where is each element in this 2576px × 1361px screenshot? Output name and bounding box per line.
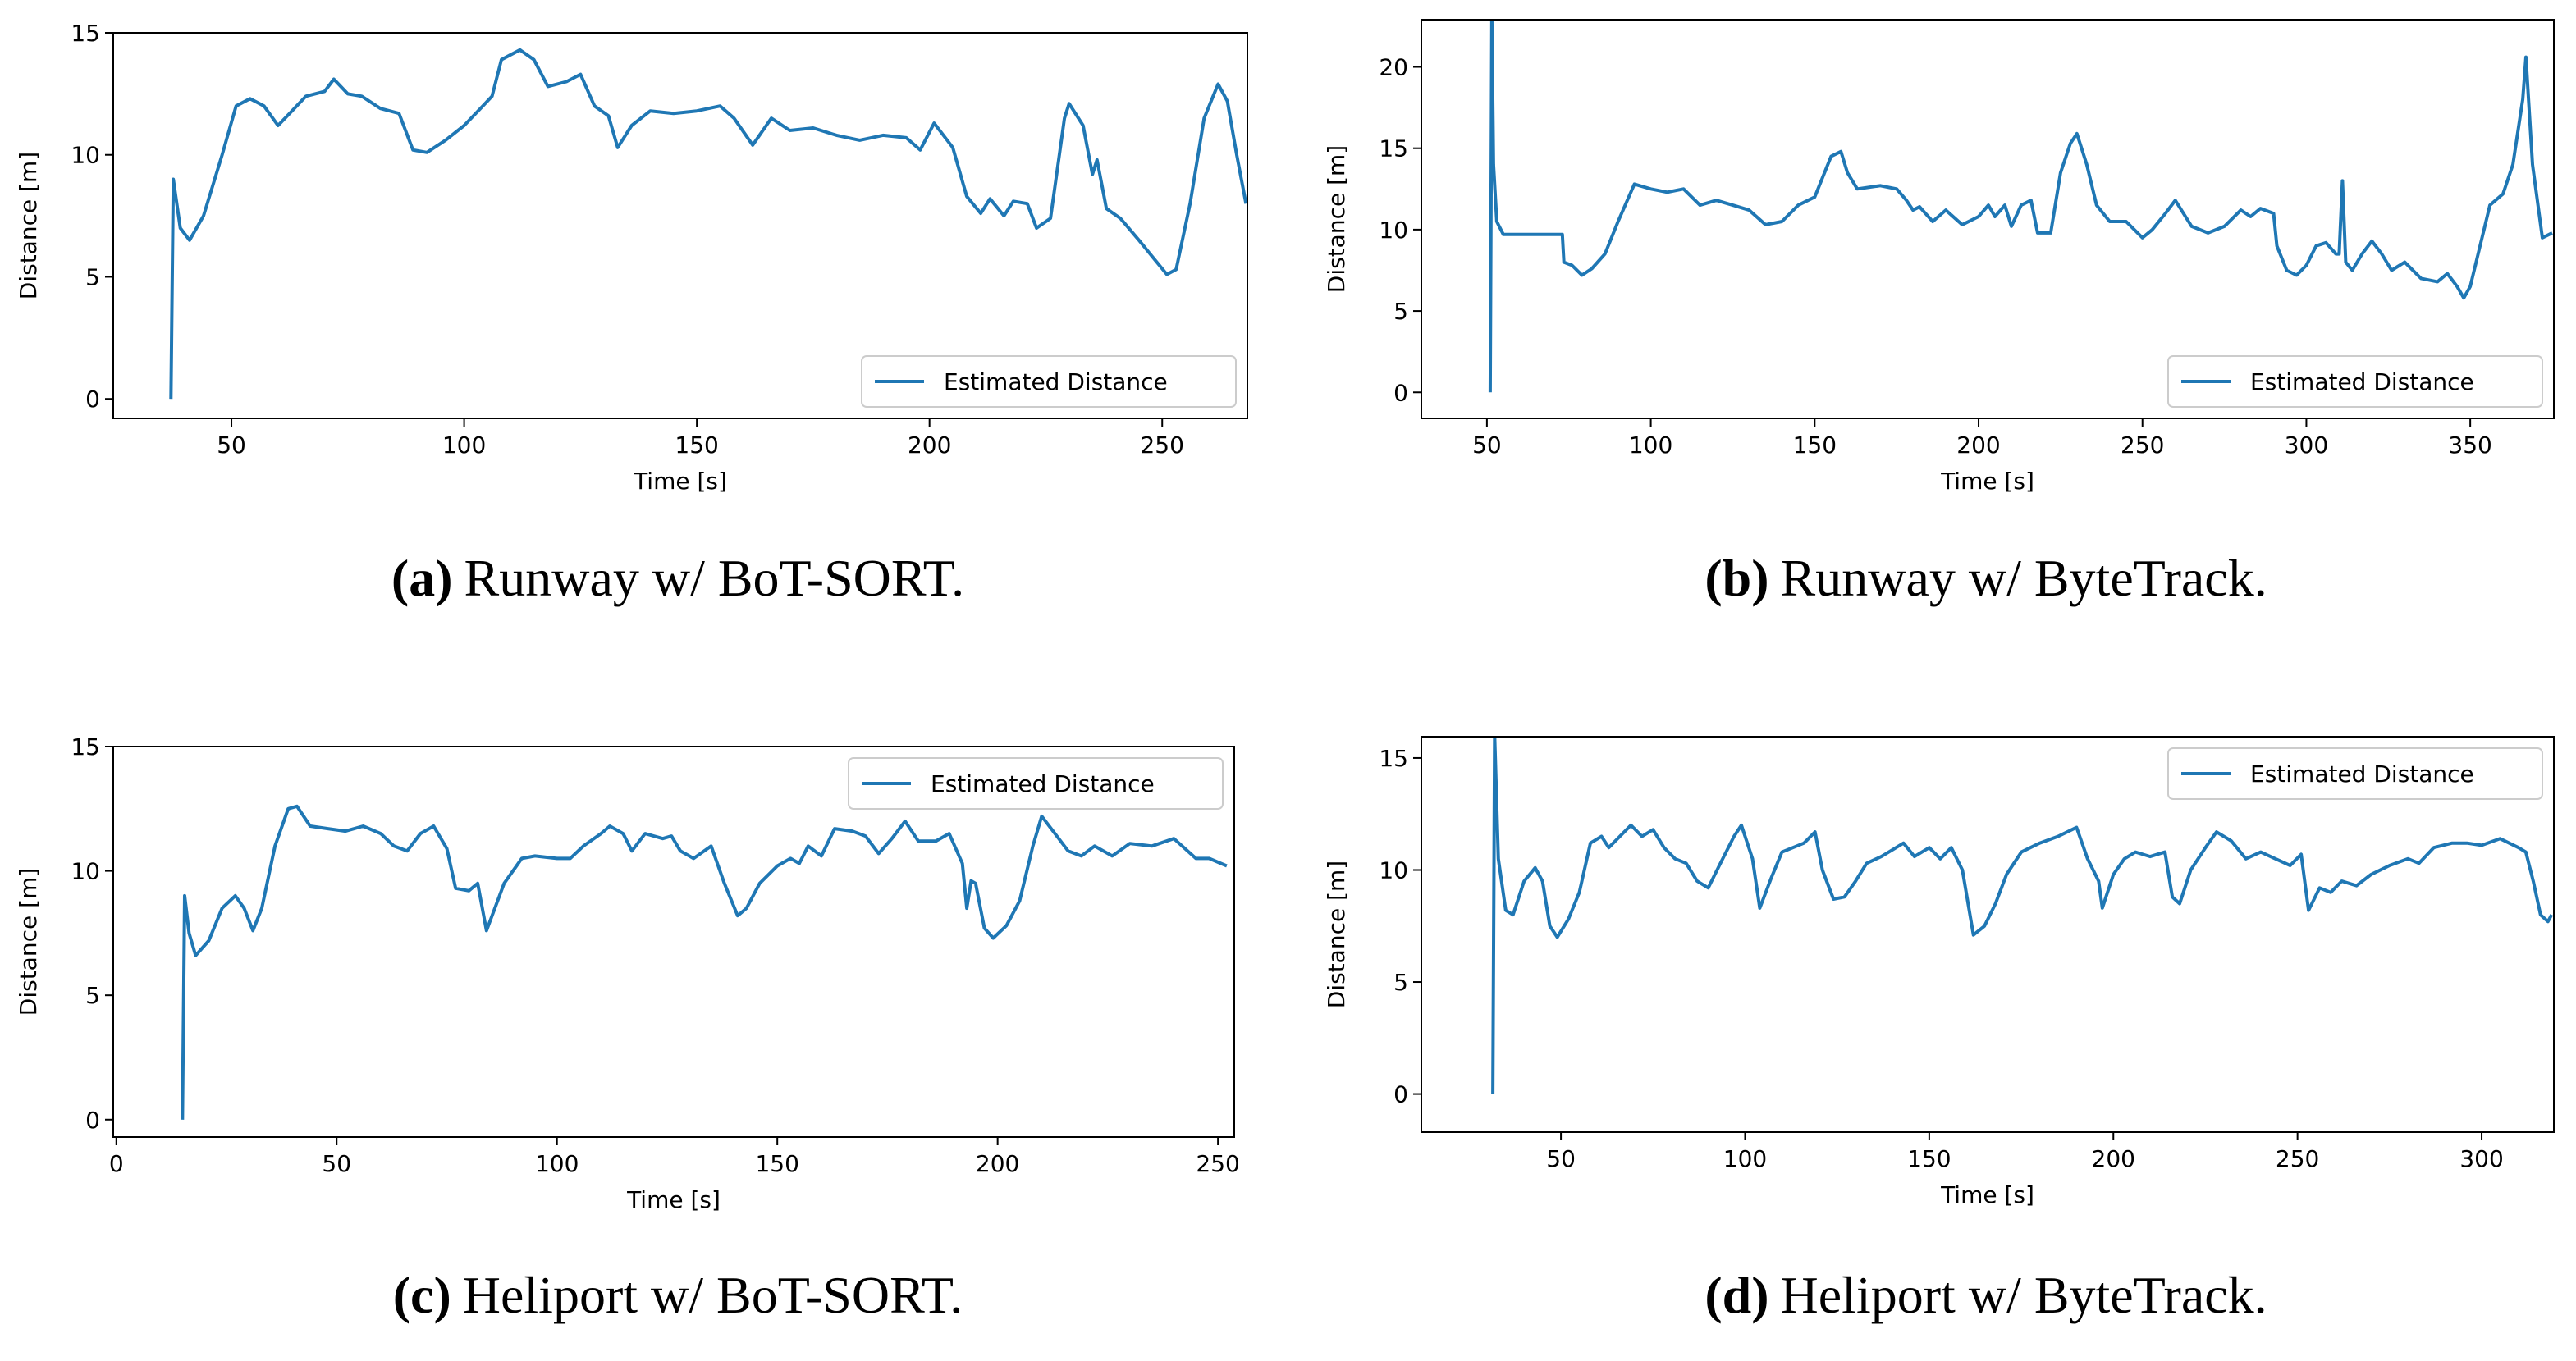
legend-box bbox=[848, 757, 1224, 810]
caption-label: (b) bbox=[1704, 549, 1768, 607]
caption: (b) Runway w/ ByteTrack. bbox=[1704, 549, 2267, 607]
legend-label: Estimated Distance bbox=[2250, 760, 2474, 788]
caption-text: Heliport w/ ByteTrack. bbox=[1781, 1266, 2267, 1324]
axes-frame bbox=[1421, 736, 2555, 1133]
y-tick-label: 5 bbox=[1393, 969, 1408, 996]
caption-text: Runway w/ ByteTrack. bbox=[1781, 549, 2267, 607]
x-tick-label: 50 bbox=[322, 1150, 351, 1177]
x-tick-label: 150 bbox=[1907, 1145, 1951, 1172]
data-line bbox=[1491, 737, 2554, 1094]
x-axis-label: Time [s] bbox=[626, 1186, 721, 1213]
caption: (d) Heliport w/ ByteTrack. bbox=[1704, 1266, 2267, 1324]
y-axis-label: Distance [m] bbox=[15, 152, 42, 299]
y-tick-label: 15 bbox=[71, 20, 100, 47]
x-axis-label: Time [s] bbox=[1940, 1181, 2034, 1208]
axes-frame bbox=[1421, 19, 2555, 419]
x-tick-label: 100 bbox=[442, 432, 486, 459]
x-tick-label: 250 bbox=[2276, 1145, 2319, 1172]
x-axis-label: Time [s] bbox=[633, 468, 727, 495]
x-tick-label: 200 bbox=[908, 432, 951, 459]
y-tick-label: 10 bbox=[71, 858, 100, 885]
x-tick-label: 200 bbox=[2092, 1145, 2135, 1172]
x-tick-label: 300 bbox=[2285, 432, 2328, 459]
caption-text: Runway w/ BoT-SORT. bbox=[464, 549, 965, 607]
subplot: 50 100 150 200 250 0 5 10 15 Time [s] Distance [m]… bbox=[15, 20, 1248, 607]
y-tick-label: 5 bbox=[1393, 298, 1408, 325]
x-tick-label: 150 bbox=[755, 1150, 798, 1177]
x-tick-label: 100 bbox=[1723, 1145, 1767, 1172]
data-line bbox=[169, 48, 1247, 400]
subplot: 0 50 100 150 200 250 0 5 10 15 Time [s] Distance [m… bbox=[15, 733, 1240, 1324]
legend-box bbox=[2167, 747, 2543, 800]
x-axis-label: Time [s] bbox=[1940, 468, 2034, 495]
x-tick-label: 250 bbox=[1140, 432, 1183, 459]
y-tick-label: 10 bbox=[1379, 856, 1408, 884]
legend-label: Estimated Distance bbox=[944, 368, 1168, 395]
x-tick-label: 0 bbox=[109, 1150, 124, 1177]
legend-label: Estimated Distance bbox=[931, 770, 1155, 797]
y-tick-label: 5 bbox=[85, 263, 100, 290]
y-tick-label: 15 bbox=[71, 733, 100, 760]
x-tick-label: 250 bbox=[2121, 432, 2164, 459]
x-tick-label: 200 bbox=[976, 1150, 1019, 1177]
caption: (c) Heliport w/ BoT-SORT. bbox=[393, 1266, 963, 1324]
y-axis-label: Distance [m] bbox=[1323, 861, 1350, 1008]
y-tick-label: 20 bbox=[1379, 54, 1408, 81]
axes-frame bbox=[112, 32, 1248, 419]
caption-label: (a) bbox=[391, 549, 453, 607]
legend-box bbox=[2167, 355, 2543, 408]
caption-label: (d) bbox=[1704, 1266, 1768, 1324]
x-tick-label: 50 bbox=[1546, 1145, 1576, 1172]
x-tick-label: 350 bbox=[2448, 432, 2491, 459]
subplot: 50 100 150 200 250 300 350 0 5 10 15 20 Time [s] Dist… bbox=[1323, 19, 2555, 607]
x-tick-label: 200 bbox=[1956, 432, 2000, 459]
y-axis-label: Distance [m] bbox=[15, 868, 42, 1016]
legend-label: Estimated Distance bbox=[2250, 368, 2474, 395]
axes-frame bbox=[112, 746, 1235, 1138]
legend-box bbox=[861, 355, 1237, 408]
caption: (a) Runway w/ BoT-SORT. bbox=[391, 549, 964, 607]
y-tick-label: 10 bbox=[71, 142, 100, 169]
data-line bbox=[181, 804, 1228, 1120]
x-tick-label: 100 bbox=[535, 1150, 579, 1177]
y-tick-label: 10 bbox=[1379, 217, 1408, 244]
data-line bbox=[1488, 20, 2553, 393]
y-tick-label: 0 bbox=[85, 386, 100, 413]
x-tick-label: 300 bbox=[2459, 1145, 2503, 1172]
y-tick-label: 15 bbox=[1379, 745, 1408, 772]
y-tick-label: 0 bbox=[1393, 379, 1408, 406]
x-tick-label: 50 bbox=[1472, 432, 1502, 459]
caption-label: (c) bbox=[393, 1266, 451, 1324]
caption-text: Heliport w/ BoT-SORT. bbox=[463, 1266, 963, 1324]
y-tick-label: 0 bbox=[1393, 1081, 1408, 1108]
x-tick-label: 150 bbox=[1793, 432, 1837, 459]
y-axis-label: Distance [m] bbox=[1323, 145, 1350, 293]
x-tick-label: 100 bbox=[1629, 432, 1672, 459]
x-tick-label: 50 bbox=[217, 432, 246, 459]
x-tick-label: 250 bbox=[1196, 1150, 1239, 1177]
y-tick-label: 15 bbox=[1379, 135, 1408, 162]
subplot: 50 100 150 200 250 300 0 5 10 15 Time [s] Distance … bbox=[1323, 736, 2555, 1324]
y-tick-label: 5 bbox=[85, 982, 100, 1009]
y-tick-label: 0 bbox=[85, 1107, 100, 1134]
x-tick-label: 150 bbox=[675, 432, 718, 459]
